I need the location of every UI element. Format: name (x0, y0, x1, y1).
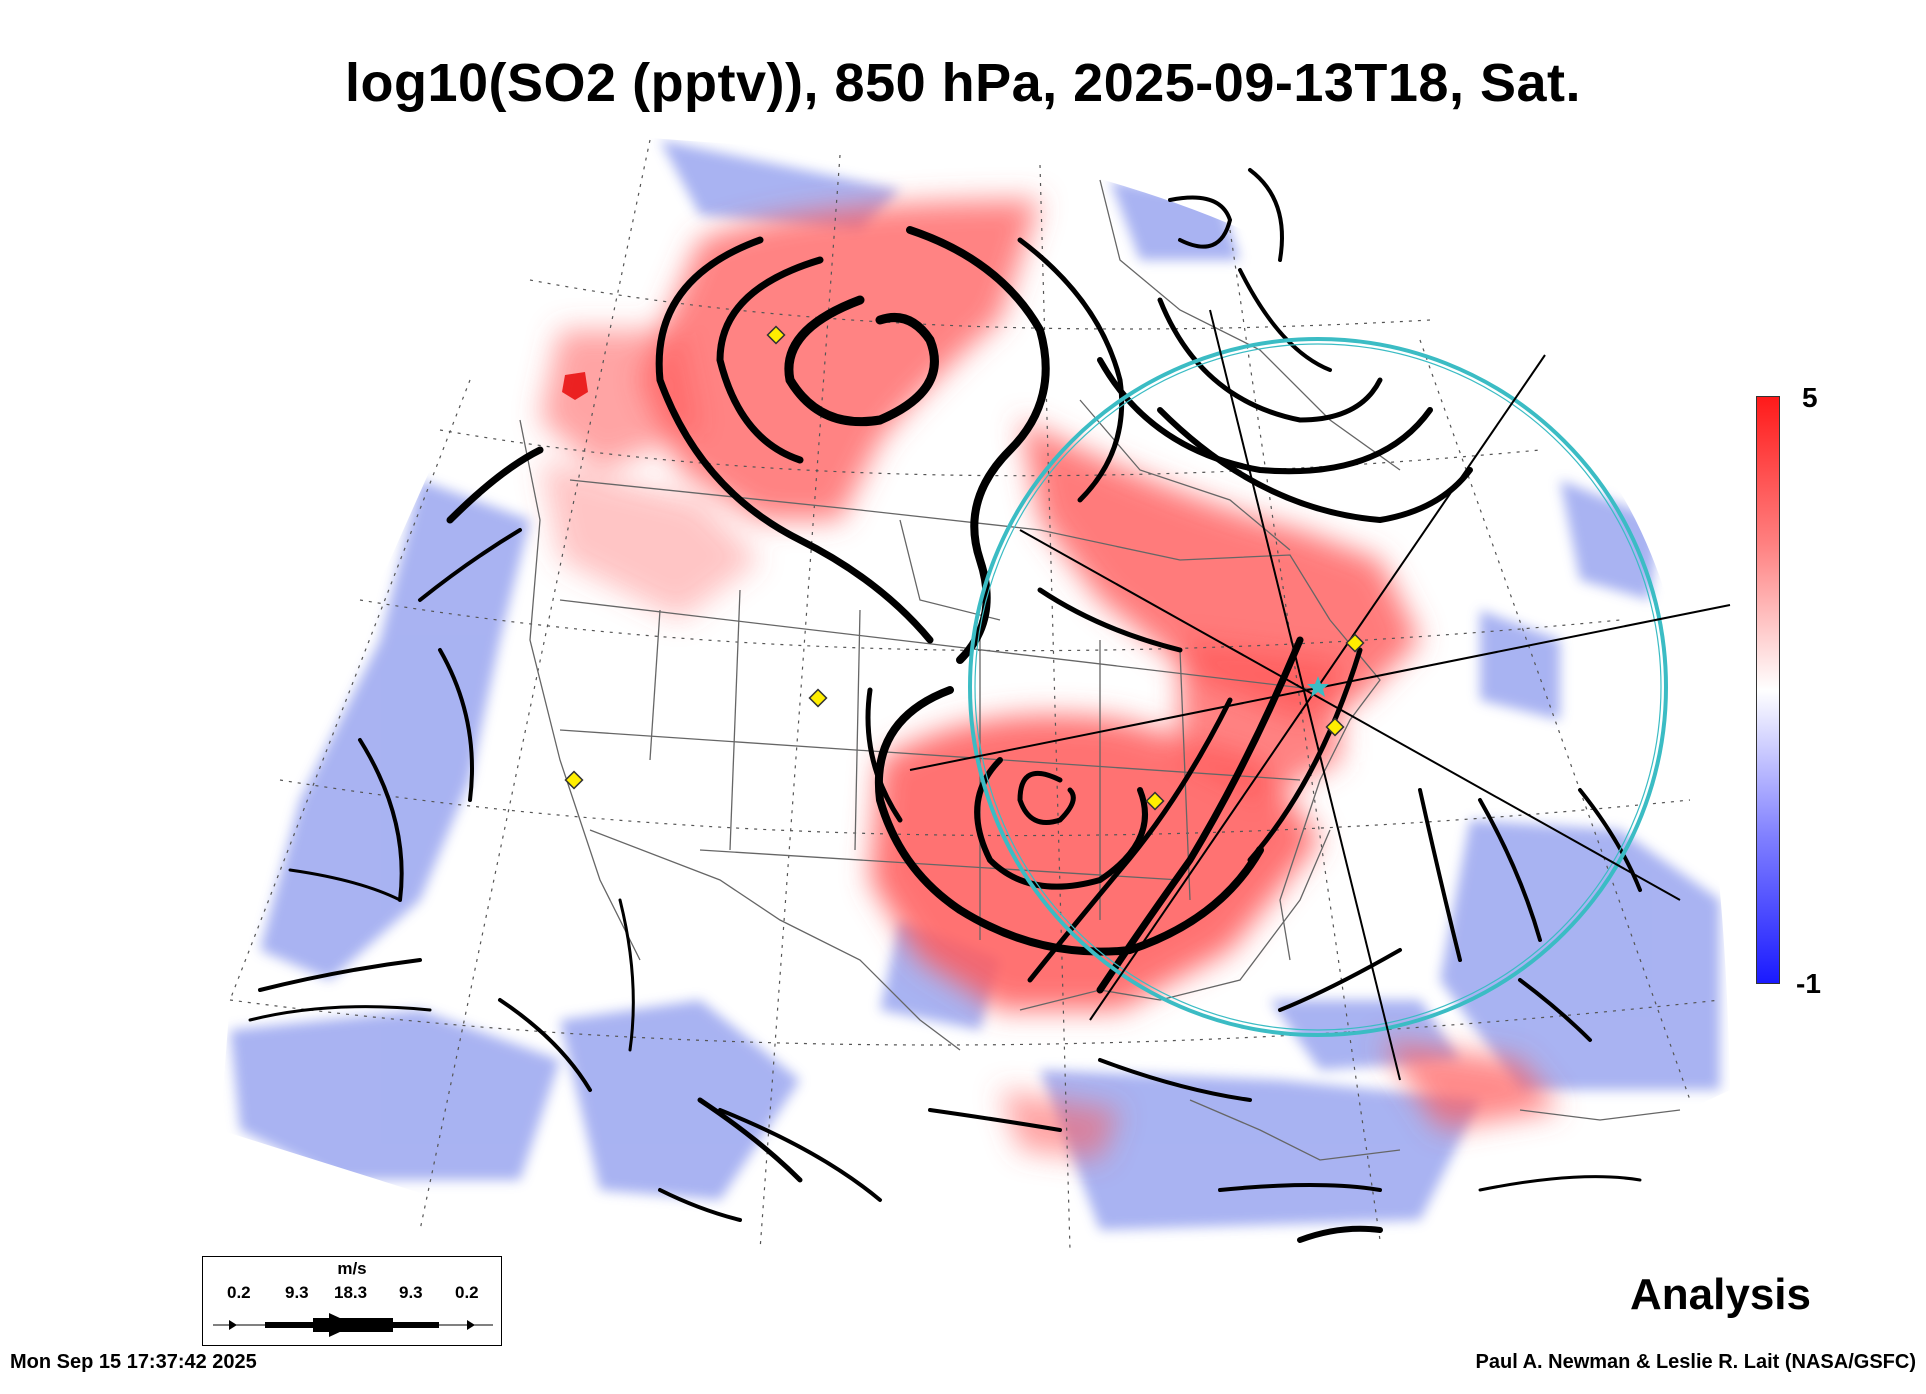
wind-legend-value: 0.2 (455, 1283, 479, 1302)
political-boundaries (519, 179, 1681, 1161)
wind-speed-legend: m/s 0.2 9.3 18.3 9.3 0.2 (202, 1256, 502, 1346)
site-marker (1325, 717, 1345, 737)
render-timestamp: Mon Sep 15 17:37:42 2025 (10, 1351, 257, 1373)
wind-legend-value: 9.3 (285, 1283, 309, 1302)
analysis-label: Analysis (1630, 1270, 1811, 1319)
site-marker (766, 325, 786, 345)
wind-unit-label: m/s (337, 1259, 367, 1278)
map-title: log10(SO2 (pptv)), 850 hPa, 2025-09-13T1… (345, 53, 1581, 113)
wind-legend-value: 18.3 (334, 1283, 368, 1302)
site-marker (564, 770, 584, 790)
site-marker (1145, 791, 1165, 811)
credit-line: Paul A. Newman & Leslie R. Lait (NASA/GS… (1475, 1351, 1916, 1373)
wind-legend-value: 9.3 (399, 1283, 423, 1302)
analysis-ring (968, 337, 1668, 1037)
colorbar-max-label: 5 (1802, 382, 1818, 413)
center-star-icon (1307, 676, 1329, 697)
site-markers (564, 325, 1365, 811)
site-marker (1345, 633, 1365, 653)
so2-hotspot (562, 372, 588, 400)
wind-legend-value: 0.2 (227, 1283, 251, 1302)
site-marker (808, 688, 828, 708)
colorbar (1756, 396, 1780, 984)
wind-legend-arrows (213, 1313, 493, 1337)
colorbar-min-label: -1 (1796, 968, 1821, 999)
high-so2-regions (540, 200, 1560, 1160)
